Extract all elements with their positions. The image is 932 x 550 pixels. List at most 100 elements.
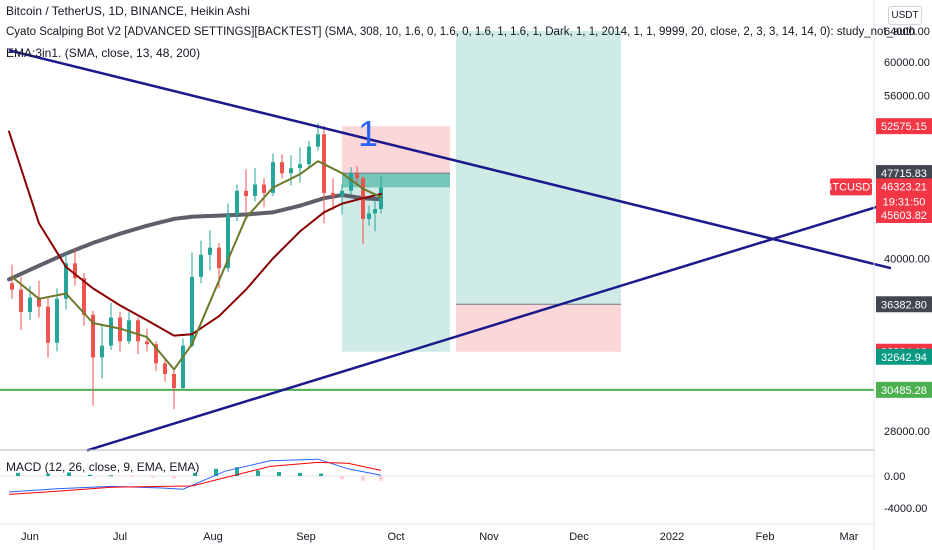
macd-line xyxy=(8,458,382,493)
candle-body xyxy=(28,297,32,313)
ema-48-layer xyxy=(8,130,382,337)
time-tick-label: Nov xyxy=(479,531,499,543)
macd-histogram-bar xyxy=(16,472,20,476)
last-price-tag xyxy=(876,178,932,211)
candle-body xyxy=(340,190,344,197)
countdown-text: 19:31:50 xyxy=(883,196,926,208)
candle-body xyxy=(289,168,293,174)
macd-histogram-bar xyxy=(67,472,71,476)
candle-body xyxy=(244,190,248,197)
macd-histogram-bar xyxy=(193,472,197,476)
candle-body xyxy=(136,320,140,342)
candle-body xyxy=(154,344,158,364)
time-tick-label: Mar xyxy=(840,531,859,543)
trend-lines xyxy=(8,49,892,452)
time-tick-label: 2022 xyxy=(660,531,684,543)
price-tag xyxy=(876,296,932,313)
macd-histogram-bar xyxy=(235,467,239,476)
candle-body xyxy=(37,297,41,307)
trend-line-2 xyxy=(86,201,892,452)
time-axis[interactable]: Jun Jul Aug Sep Oct Nov Dec 2022 Feb Mar xyxy=(21,531,859,543)
macd-histogram-bar xyxy=(319,473,323,476)
price-tick-label: 56000.00 xyxy=(884,91,930,103)
price-tag-text: 32642.94 xyxy=(881,352,927,364)
macd-histogram-bar xyxy=(379,476,383,481)
candle-body xyxy=(19,289,23,313)
ema-13-layer xyxy=(11,160,382,371)
candle-body xyxy=(316,134,320,147)
candle-body xyxy=(262,184,266,193)
ema-48-line xyxy=(8,130,382,337)
candle-body xyxy=(190,276,194,346)
legend-indicator-cyato: Cyato Scalping Bot V2 [ADVANCED SETTINGS… xyxy=(6,26,916,38)
candle-body xyxy=(73,263,77,279)
price-tag xyxy=(876,206,932,223)
ema-13-line xyxy=(11,160,382,371)
candle-body xyxy=(355,173,359,179)
macd-histogram-bar xyxy=(361,476,365,481)
macd-signal-line xyxy=(8,461,382,495)
time-tick-label: Dec xyxy=(569,531,589,543)
candle-body xyxy=(271,162,275,193)
candle-body xyxy=(253,184,257,197)
currency-badge[interactable]: USDT xyxy=(888,6,922,25)
price-tick-label: 40000.00 xyxy=(884,253,930,265)
candle-body xyxy=(100,345,104,358)
macd-tick-label: -4000.00 xyxy=(884,503,927,515)
candle-body xyxy=(217,247,221,269)
price-tag-text: 30485.28 xyxy=(881,385,927,397)
legend-macd: MACD (12, 26, close, 9, EMA, EMA) xyxy=(6,460,200,474)
candle-body xyxy=(349,173,353,191)
position-zones xyxy=(342,31,621,352)
legend-title: Bitcoin / TetherUS, 1D, BINANCE, Heikin … xyxy=(6,4,250,18)
price-tag xyxy=(876,381,932,398)
macd-histogram-bar xyxy=(172,476,176,479)
reward-zone-short xyxy=(342,173,450,352)
candle-body xyxy=(373,209,377,214)
candle-body xyxy=(235,190,239,215)
price-tick-label: 60000.00 xyxy=(884,57,930,69)
legend-indicator-ema: EMA:3in1. (SMA, close, 13, 48, 200) xyxy=(6,46,201,60)
macd-histogram-bar xyxy=(46,473,50,476)
candle-body xyxy=(226,214,230,269)
macd-histogram-bar xyxy=(130,476,134,477)
candle-body xyxy=(280,162,284,174)
last-price-text: 46323.21 xyxy=(881,181,927,193)
candle-body xyxy=(82,278,86,315)
risk-zone-short xyxy=(342,126,450,174)
price-tag-text: 45603.82 xyxy=(881,210,927,222)
price-tag-text: 36382.80 xyxy=(881,299,927,311)
macd-axis[interactable]: 0.00 -4000.00 xyxy=(884,471,927,515)
price-tag-text: 47715.83 xyxy=(881,168,927,180)
candle-body xyxy=(55,298,59,343)
symbol-tag xyxy=(830,178,872,196)
time-tick-label: Oct xyxy=(387,531,404,543)
price-tag-text: 52575.15 xyxy=(881,121,927,133)
candle-body xyxy=(172,374,176,389)
macd-histogram-bar xyxy=(256,470,260,476)
macd-histogram-bar xyxy=(298,472,302,476)
candle-body xyxy=(163,363,167,375)
candle-body xyxy=(379,187,383,210)
candle-body xyxy=(91,314,95,358)
macd-histogram-bar xyxy=(109,475,113,477)
candle-body xyxy=(298,164,302,169)
open-profit-short xyxy=(342,173,450,188)
macd-tick-label: 0.00 xyxy=(884,471,905,483)
macd-pane xyxy=(0,458,874,495)
macd-histogram-bar xyxy=(88,474,92,476)
price-tags: 52575.15 47715.83 BTCUSDT 46323.21 19:31:50 4… xyxy=(825,118,932,398)
candle-body xyxy=(109,317,113,346)
price-tag xyxy=(876,165,932,182)
candle-body xyxy=(199,254,203,277)
candle-body xyxy=(181,345,185,389)
time-tick-label: Sep xyxy=(296,531,316,543)
price-tag xyxy=(876,118,932,135)
price-tag xyxy=(876,348,932,365)
time-tick-label: Aug xyxy=(203,531,223,543)
candle-body xyxy=(307,146,311,165)
candle-body xyxy=(64,263,68,299)
symbol-tag-text: BTCUSDT xyxy=(825,181,877,193)
